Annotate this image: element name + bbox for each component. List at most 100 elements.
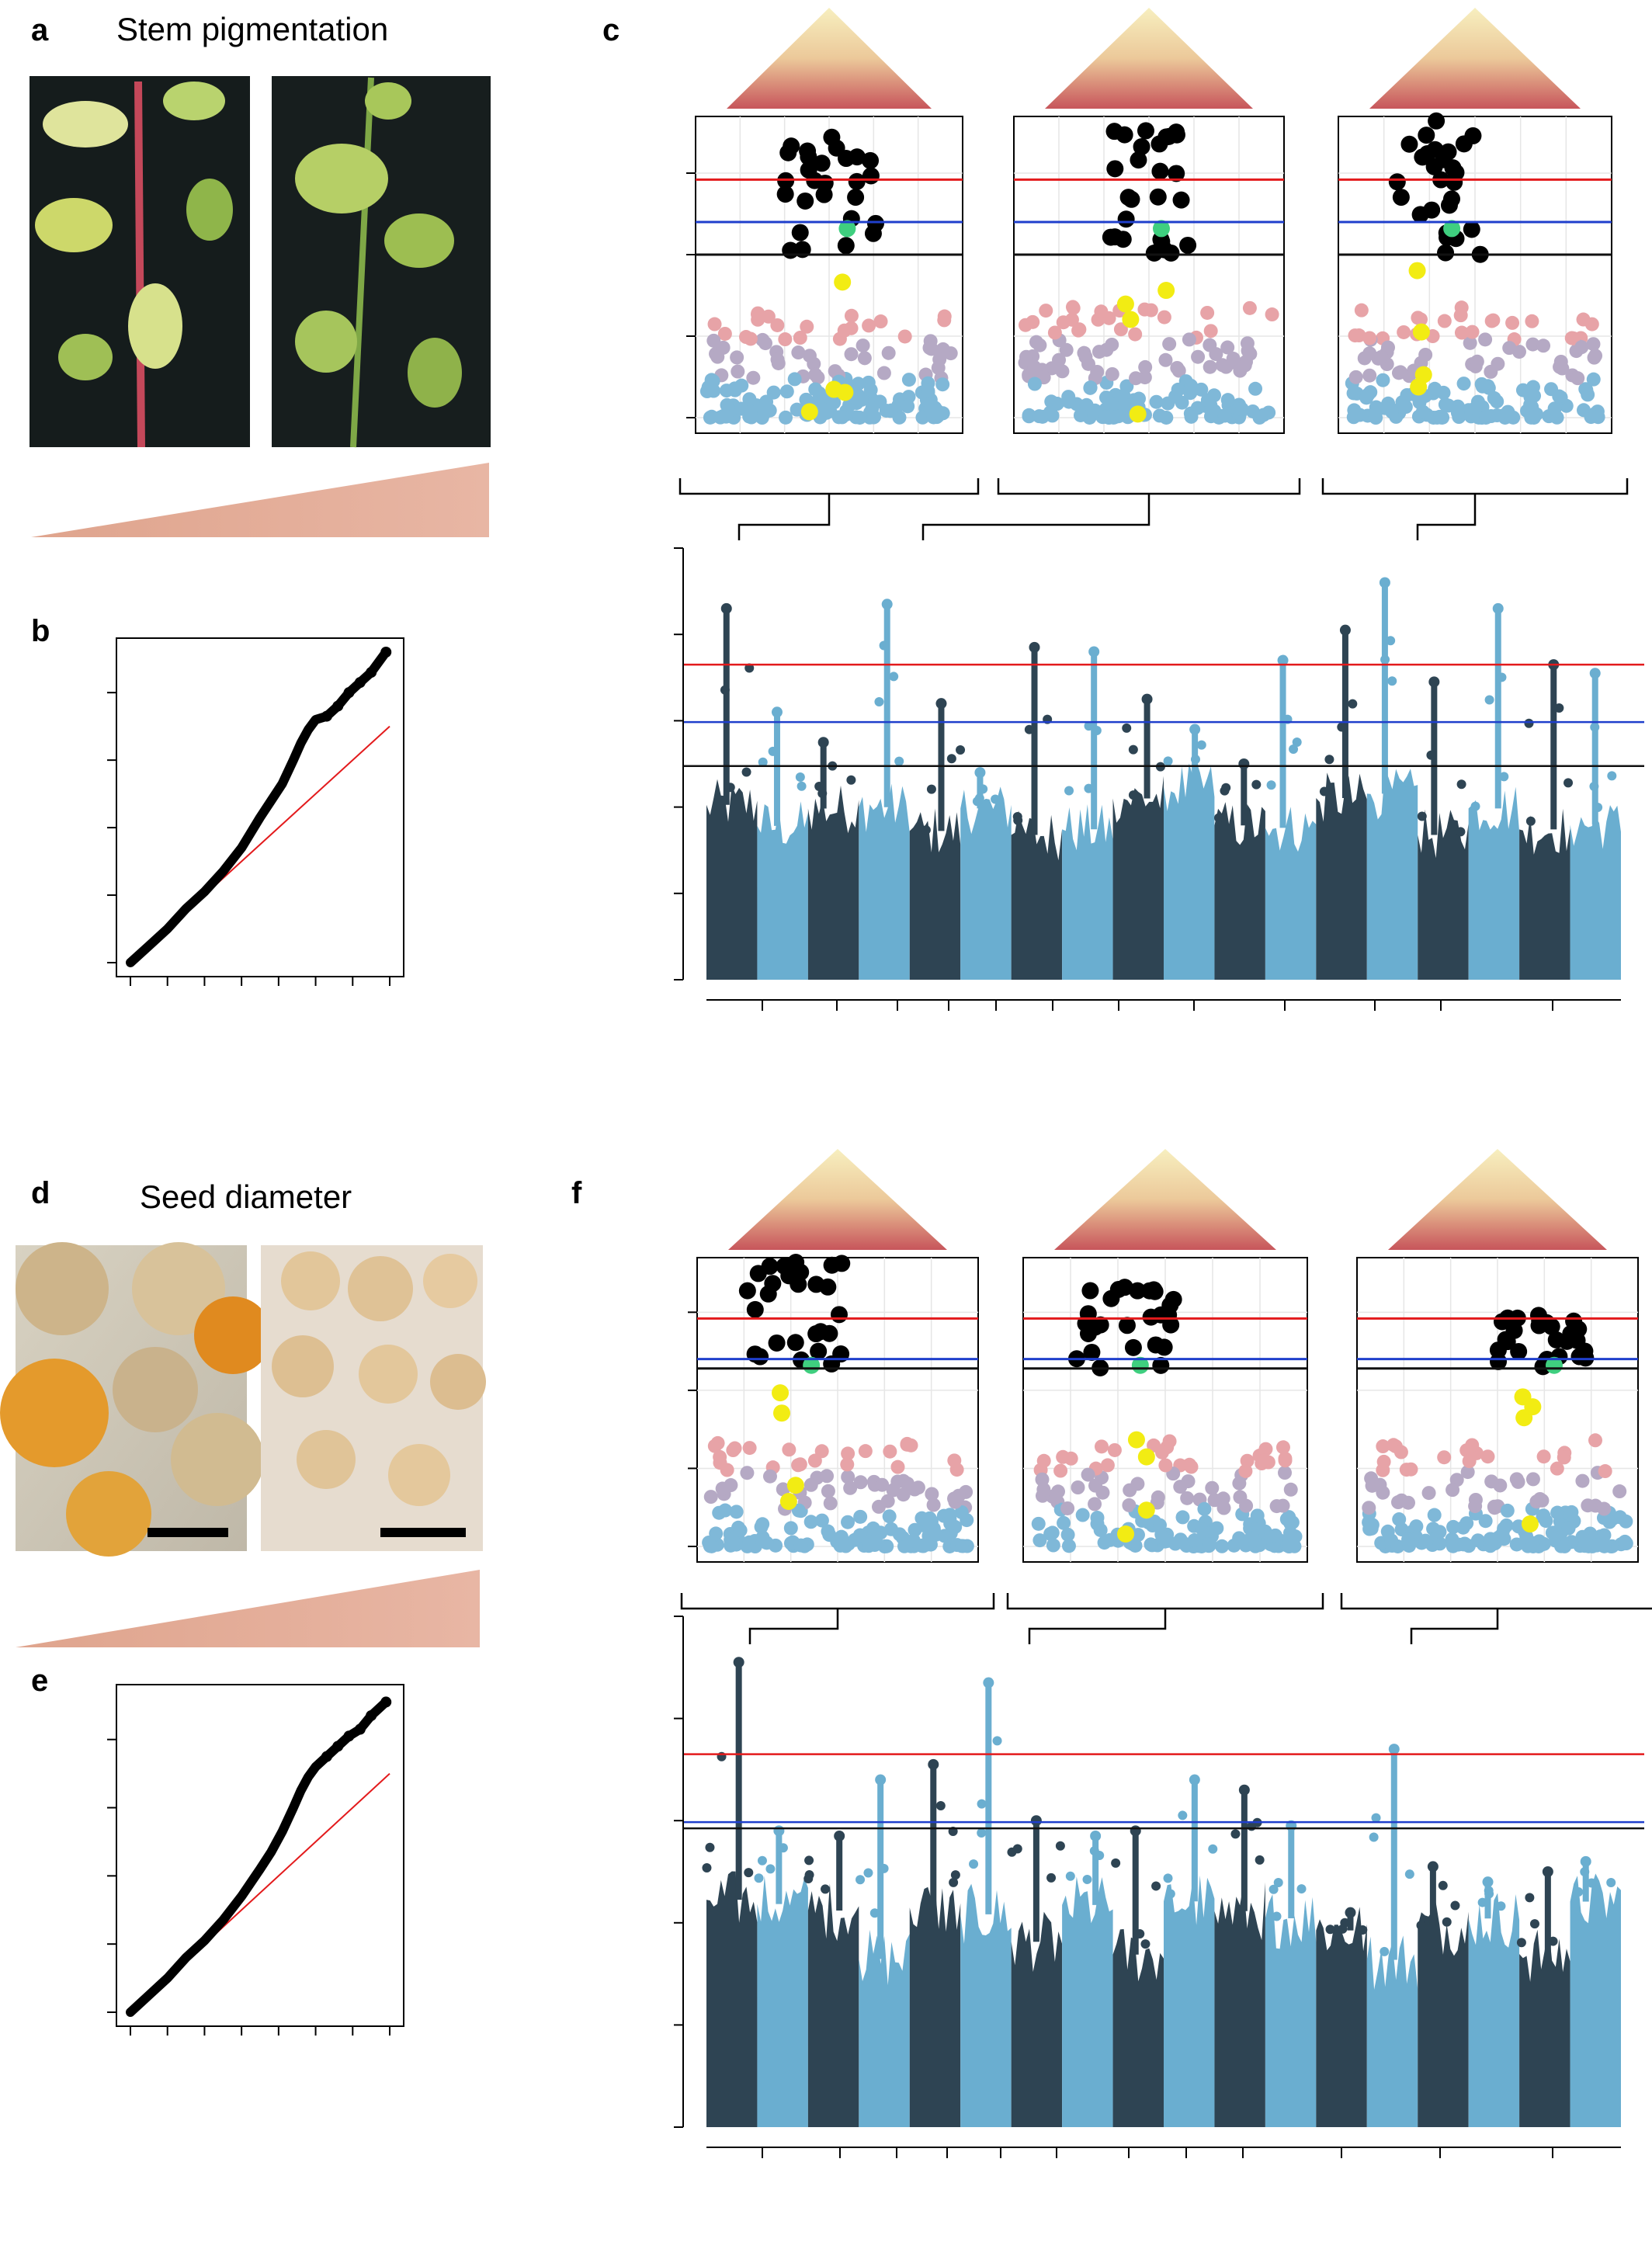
qq-plot-b [107, 637, 404, 986]
regional-point [1184, 1459, 1199, 1474]
manhattan-point [1012, 1844, 1022, 1854]
panel-letter-c: c [602, 13, 620, 47]
regional-point [1570, 371, 1585, 386]
regional-point [1197, 1501, 1212, 1516]
regional-point [783, 1521, 798, 1536]
regional-point [1532, 1491, 1547, 1506]
manhattan-peak-point [1141, 693, 1153, 705]
manhattan-peak-point [1090, 1830, 1102, 1841]
regional-point [1031, 1516, 1046, 1531]
manhattan-point [1417, 811, 1427, 821]
regional-point [791, 345, 806, 360]
regional-significant-point [800, 148, 817, 166]
regional-point [1427, 1508, 1442, 1522]
regional-point [1158, 1458, 1173, 1473]
manhattan-point [1084, 721, 1094, 731]
regional-point [790, 402, 804, 417]
regional-point [1066, 300, 1081, 315]
regional-point [706, 384, 721, 398]
regional-annotated-point [825, 380, 843, 398]
regional-point [1484, 1532, 1498, 1546]
regional-significant-point [864, 224, 882, 242]
regional-significant-point [1400, 135, 1418, 153]
manhattan-peak-point [1345, 1907, 1356, 1918]
regional-point [1150, 1490, 1165, 1505]
manhattan-point [1525, 816, 1536, 826]
regional-point [1071, 1480, 1085, 1494]
manhattan-point [1496, 1901, 1506, 1911]
regional-point [1500, 1503, 1515, 1518]
manhattan-point [950, 1870, 960, 1880]
regional-significant-point [823, 1256, 841, 1274]
regional-point [1583, 1526, 1598, 1541]
qq-point [380, 647, 392, 658]
regional-significant-point [1392, 189, 1410, 207]
regional-point [1237, 358, 1252, 373]
manhattan-point [1499, 772, 1509, 782]
manhattan-chromosome-block [807, 1883, 859, 2127]
regional-point [1278, 1466, 1293, 1480]
manhattan-point [1554, 703, 1564, 713]
regional-significant-point [1162, 1316, 1180, 1334]
regional-point [803, 1477, 818, 1492]
regional-point [1217, 408, 1232, 423]
manhattan-point [758, 757, 768, 767]
regional-point [828, 364, 842, 379]
regional-point [951, 1488, 966, 1503]
manhattan-chromosome-block [1062, 1876, 1113, 2127]
regional-point [1555, 361, 1570, 376]
regional-point [1099, 342, 1114, 357]
manhattan-peak-point [771, 706, 783, 718]
regional-significant-point [776, 186, 794, 203]
regional-point [924, 342, 939, 356]
manhattan-point [935, 1801, 946, 1811]
regional-lead-snp [787, 1253, 805, 1271]
regional-annotated-point [772, 1404, 790, 1422]
regional-point [713, 1449, 727, 1464]
regional-point [1497, 1522, 1511, 1536]
manhattan-point [1163, 1873, 1173, 1883]
manhattan-point [1065, 1871, 1075, 1881]
regional-point [1048, 1491, 1063, 1505]
manhattan-point [705, 1842, 715, 1852]
regional-point [1233, 1490, 1248, 1505]
regional-point [1561, 1521, 1576, 1536]
manhattan-chromosome-block [1011, 1911, 1063, 2127]
regional-point [1536, 338, 1551, 353]
regional-significant-point [1147, 1336, 1164, 1354]
manhattan-point [814, 781, 824, 791]
regional-point [1362, 331, 1377, 345]
regional-point [740, 1466, 755, 1480]
manhattan-peak-point [773, 1825, 785, 1837]
regional-point [1586, 372, 1601, 387]
regional-significant-point [782, 241, 800, 259]
regional-point [791, 1503, 806, 1518]
regional-point [1456, 1520, 1470, 1535]
regional-point [925, 1487, 939, 1501]
regional-point [716, 340, 731, 355]
regional-point [1581, 1498, 1595, 1513]
manhattan-point [1477, 1897, 1487, 1907]
manhattan-point [821, 1884, 831, 1894]
regional-significant-point [1493, 1313, 1511, 1331]
regional-point [1078, 349, 1093, 364]
regional-point [762, 1469, 777, 1484]
regional-point [1018, 318, 1032, 332]
regional-point [1460, 1465, 1475, 1480]
manhattan-chromosome-block [1418, 809, 1469, 980]
regional-plots-f [680, 1149, 1652, 1644]
manhattan-point [1296, 1884, 1307, 1894]
regional-point [884, 403, 899, 418]
regional-annotated-point [800, 403, 818, 421]
stem-pigment-wedge [31, 463, 489, 537]
region-connector [738, 494, 831, 540]
regional-point [1257, 1453, 1272, 1468]
regional-point [880, 1494, 895, 1508]
manhattan-point [978, 784, 988, 794]
regional-point [1404, 1462, 1418, 1477]
manhattan-peak-point [1130, 1825, 1141, 1837]
seed-photo-right [261, 1245, 486, 1551]
region-connector [1416, 494, 1477, 540]
regional-point [931, 360, 946, 375]
